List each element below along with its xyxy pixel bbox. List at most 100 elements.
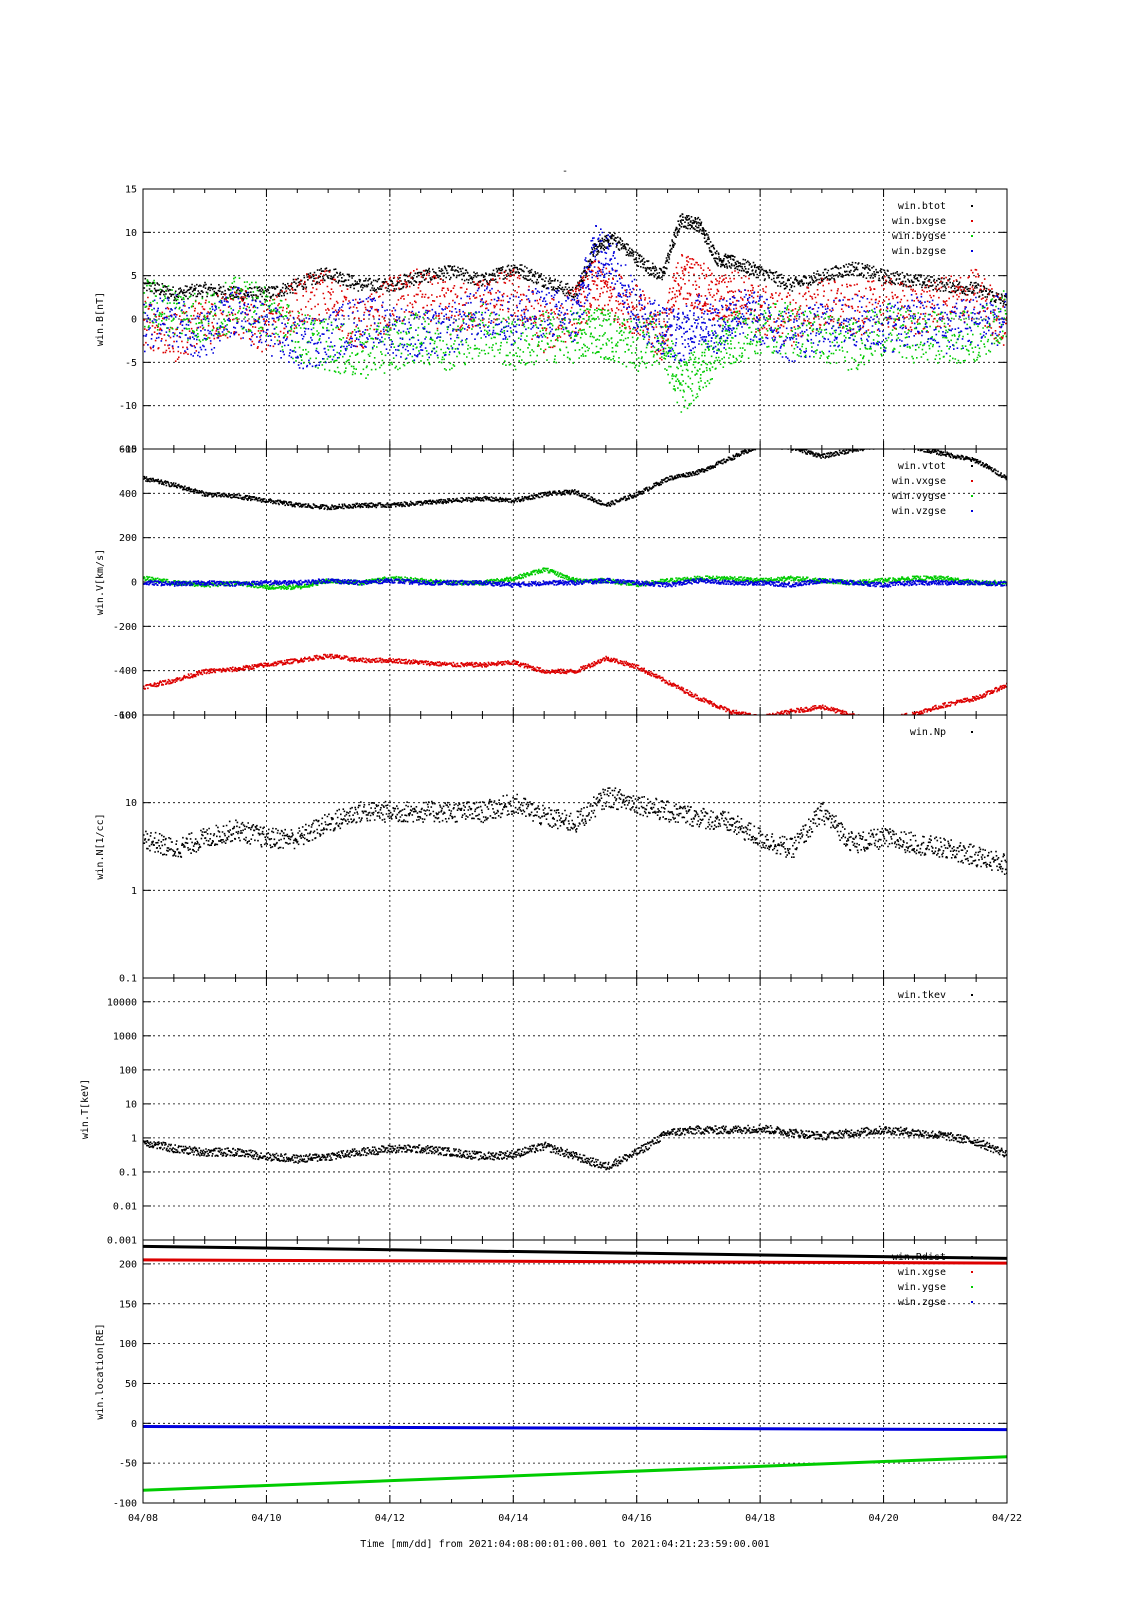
legend-marker [971,480,973,482]
series-win-ygse [143,1455,1007,1492]
series-points [143,276,1007,413]
legend-entry: win.bxgse [892,216,946,227]
series-win-vtot [143,449,1007,511]
y-axis-label: win.location[RE] [95,1323,106,1419]
y-tick-label: -5 [125,358,137,369]
figure-title: - [562,166,568,177]
y-tick-label: 100 [119,1339,137,1350]
legend-marker [971,465,973,467]
x-tick-label: 04/16 [622,1513,652,1524]
legend: win.btot win.bxgse win.bygse win.bzgse [892,201,973,257]
legend: win.Rdist win.xgse win.ygse win.zgse [892,1252,973,1308]
y-tick-label: 100 [119,1065,137,1076]
series-win-bzgse [143,225,1007,370]
panel-5: 200 150 100 50 0 -50 -100 win.location[RE] win.R… [95,1239,1008,1510]
x-tick-label: 04/14 [498,1513,528,1524]
x-tick-label: 04/12 [375,1513,405,1524]
x-tick-label: 04/10 [251,1513,281,1524]
legend-marker [971,994,973,996]
y-tick-label: 400 [119,489,137,500]
x-axis-label: Time [mm/dd] from 2021:04:08:00:01:00.00… [360,1539,769,1550]
plot-frame [142,1239,1008,1504]
series-points [143,653,1007,715]
y-tick-label: 600 [119,445,137,456]
legend-entry: win.vxgse [892,476,946,487]
y-axis-label: win.V[km/s] [95,549,106,615]
y-axis-label: win.T[keV] [80,1079,91,1139]
series-points [143,567,1007,591]
legend-marker [971,235,973,237]
y-tick-label: -200 [113,622,137,633]
series-win-vzgse [143,577,1007,588]
series-win-tkev [143,1124,1007,1171]
legend-marker [971,205,973,207]
legend-marker [971,495,973,497]
y-tick-label: 200 [119,1259,137,1270]
x-tick-label: 04/18 [745,1513,775,1524]
series-win-bygse [143,276,1007,413]
legend-marker [971,250,973,252]
panel-2: 600 400 200 0 -200 -400 -600 win.V[km/s] win.vto… [95,445,1008,722]
y-tick-label: 5 [131,271,137,282]
plot-area [143,449,1007,715]
x-tick-label: 04/22 [992,1513,1022,1524]
legend-entry: win.bygse [892,231,946,242]
y-tick-label: -100 [113,1499,137,1510]
y-tick-label: 15 [125,185,137,196]
legend: win.Np [910,727,973,738]
series-win-vxgse [143,653,1007,715]
panel-3: 100 10 1 0.1 win.N[1/cc] win.Np [95,711,1008,985]
y-tick-label: 10 [125,798,137,809]
plot-frame [142,977,1008,1241]
y-tick-label: 10 [125,228,137,239]
series-win-bxgse [143,254,1007,362]
series-line [143,1258,1007,1265]
x-tick-labels: 04/08 04/10 04/12 04/14 04/16 04/18 04/20 04/22 [128,1513,1022,1524]
y-tick-label: -400 [113,666,137,677]
y-tick-label: 100 [119,711,137,722]
y-tick-label: 0.001 [107,1236,137,1247]
plot-area [143,1244,1007,1492]
legend: win.tkev [898,990,973,1001]
legend-entry: win.btot [898,201,946,212]
y-tick-label: 150 [119,1299,137,1310]
y-tick-label: 0 [131,1419,137,1430]
y-tick-label: 1 [131,886,137,897]
legend-marker [971,1271,973,1273]
legend-marker [971,220,973,222]
series-win-btot [143,213,1007,307]
series-line [143,1424,1007,1432]
legend-marker [971,510,973,512]
y-tick-label: 10 [125,1099,137,1110]
legend-entry: win.xgse [898,1267,946,1278]
plot-area [143,1124,1007,1171]
legend-marker [971,1301,973,1303]
legend-entry: win.ygse [898,1282,946,1293]
legend-entry: win.tkev [898,990,946,1001]
y-tick-label: 1 [131,1133,137,1144]
y-tick-label: 0 [131,578,137,589]
y-axis-label: win.B[nT] [95,292,106,346]
y-tick-label: -15 [119,445,137,456]
series-win-Rdist [143,1244,1007,1260]
legend-entry: win.vygse [892,491,946,502]
y-axis-label: win.N[1/cc] [95,813,106,879]
legend-marker [971,1286,973,1288]
y-tick-label: -10 [119,401,137,412]
plot-area [143,787,1007,875]
series-points [143,449,1007,511]
series-win-Np [143,787,1007,875]
series-line [143,1455,1007,1492]
series-points [143,577,1007,588]
series-line [143,1244,1007,1260]
series-points [143,1124,1007,1171]
series-points [143,225,1007,370]
y-tick-label: 0.1 [119,974,137,985]
panels: 151050-5-10-15win.B[nT]win.btotwin.bxgse… [80,185,1022,1525]
x-tick-label: 04/20 [869,1513,899,1524]
series-points [143,213,1007,307]
panel-4: 10000 1000 100 10 1 0.1 0.01 0.001 win.T[keV] win… [80,977,1008,1247]
legend-entry: win.vtot [898,461,946,472]
panel-1: 15 10 5 0 -5 -10 -15 win.B[nT] win.btot win.bxgse… [95,185,1008,456]
